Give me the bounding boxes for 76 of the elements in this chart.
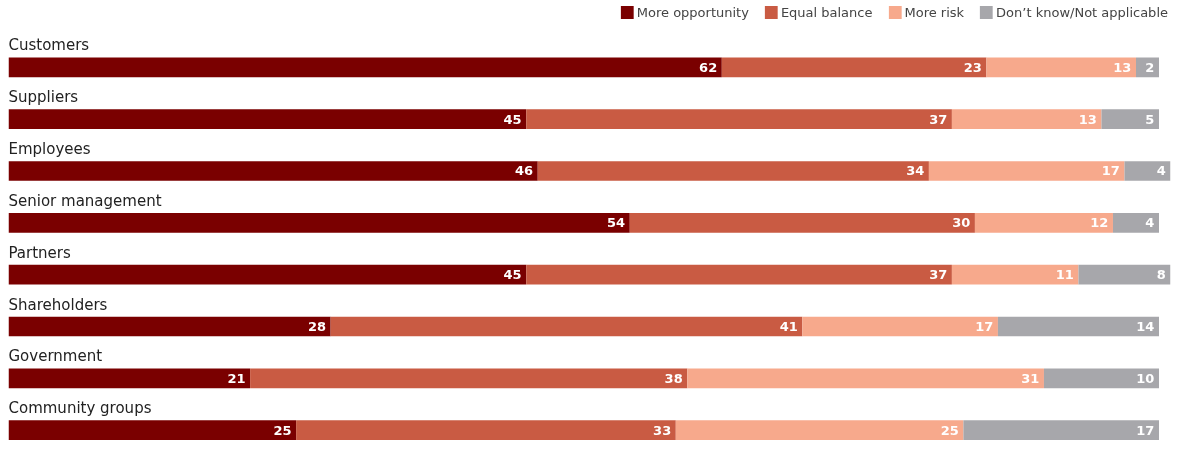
data-label: 25 (273, 422, 292, 438)
bar (1135, 57, 1159, 78)
data-label: 62 (699, 59, 718, 75)
data-label: 41 (779, 318, 798, 334)
y-tick-label: Suppliers (8, 88, 79, 107)
bar (974, 212, 1113, 233)
data-label: 10 (1136, 370, 1155, 386)
data-label: 37 (929, 267, 948, 283)
bar (1043, 368, 1159, 389)
bar (8, 368, 251, 389)
y-tick-label: Senior management (8, 191, 162, 210)
bar (721, 57, 987, 78)
legend-label: Don’t know/Not applicable (996, 4, 1168, 20)
data-label: 30 (952, 215, 971, 231)
data-label: 13 (1078, 111, 1097, 127)
bar (963, 420, 1159, 441)
data-label: 4 (1145, 215, 1155, 231)
data-label: 21 (227, 370, 246, 386)
data-label: 4 (1156, 163, 1166, 179)
y-tick-label: Partners (8, 243, 72, 262)
data-label: 54 (607, 215, 626, 231)
bar (8, 264, 527, 285)
bar (8, 212, 630, 233)
legend-label: Equal balance (780, 4, 873, 20)
data-label: 28 (307, 318, 327, 334)
data-label: 17 (975, 318, 994, 334)
data-label: 8 (1156, 267, 1166, 283)
bar (1101, 109, 1159, 129)
data-label: 13 (1113, 59, 1132, 75)
bar (997, 316, 1159, 337)
data-label: 5 (1145, 111, 1155, 127)
data-label: 45 (503, 111, 522, 127)
data-label: 34 (906, 163, 925, 179)
bar (986, 57, 1136, 78)
bar (8, 109, 527, 129)
bar (951, 264, 1079, 285)
bar (951, 109, 1102, 129)
bar (296, 420, 676, 441)
y-tick-label: Shareholders (8, 295, 108, 314)
y-tick-label: Community groups (8, 399, 152, 418)
y-tick-label: Employees (8, 140, 91, 159)
data-label: 11 (1055, 267, 1074, 283)
bar (675, 420, 964, 441)
y-tick-label: Government (8, 347, 103, 366)
bar (802, 316, 998, 337)
bar (8, 316, 331, 337)
data-label: 12 (1090, 215, 1109, 231)
data-label: 25 (940, 422, 959, 438)
legend-label: More risk (904, 4, 965, 20)
bar (526, 109, 952, 129)
y-tick-label: Customers (8, 36, 90, 55)
bar (250, 368, 688, 389)
data-label: 46 (515, 163, 534, 179)
bar (526, 264, 952, 285)
bar (1078, 264, 1171, 285)
bar (537, 161, 929, 181)
data-label: 33 (653, 422, 672, 438)
data-label: 31 (1021, 370, 1040, 386)
bar (330, 316, 803, 337)
bar (1124, 161, 1171, 181)
data-label: 37 (929, 111, 948, 127)
data-label: 2 (1145, 59, 1155, 75)
bar (8, 57, 722, 78)
data-label: 17 (1136, 422, 1155, 438)
bar (1112, 212, 1159, 233)
bar (687, 368, 1044, 389)
data-label: 14 (1136, 318, 1155, 334)
data-label: 38 (664, 370, 683, 386)
legend-label: More opportunity (636, 4, 749, 20)
bar (8, 420, 297, 441)
data-label: 23 (963, 59, 982, 75)
bar (629, 212, 975, 233)
bar (928, 161, 1125, 181)
data-label: 17 (1101, 163, 1120, 179)
bar (8, 161, 538, 181)
data-label: 45 (503, 267, 522, 283)
